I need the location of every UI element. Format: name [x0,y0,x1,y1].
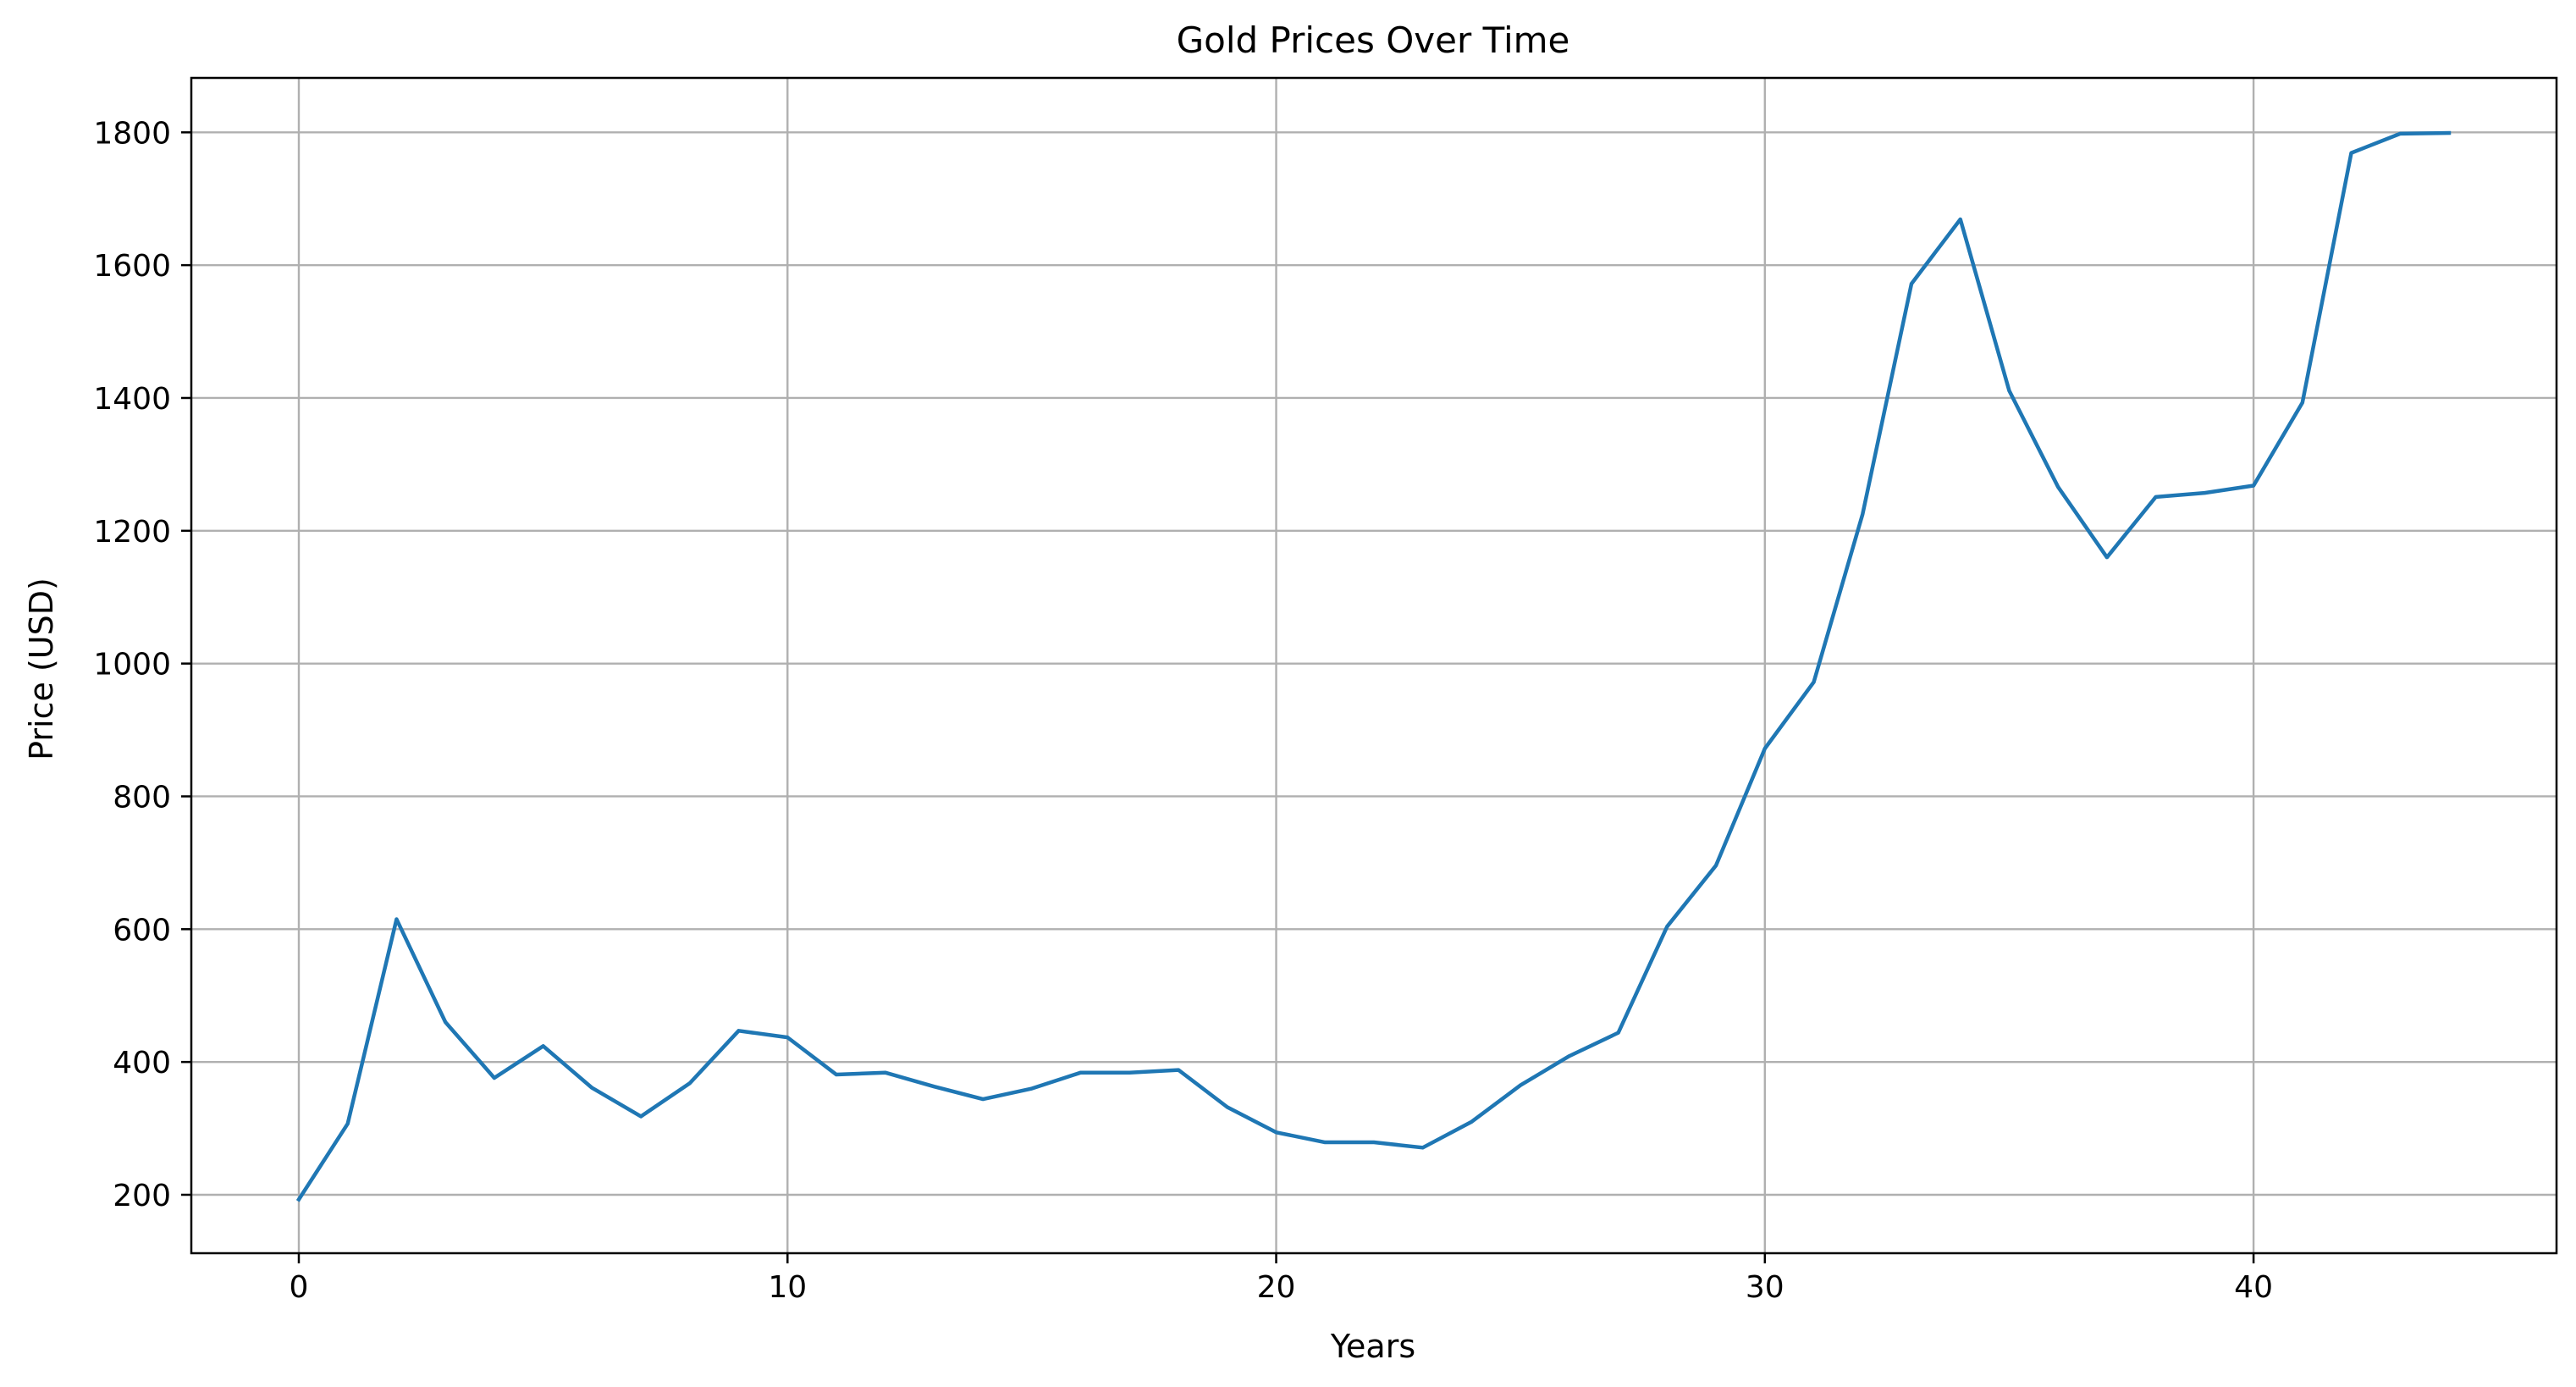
line-layer [295,130,2452,1202]
x-tick-label-40: 40 [2234,1270,2273,1305]
y-tick-label-1200: 1200 [93,515,171,550]
y-tick-label-800: 800 [113,780,171,815]
x-tick-label-20: 20 [1257,1270,1296,1305]
y-tick-label-600: 600 [113,913,171,948]
y-tick-label-1400: 1400 [93,382,171,417]
x-tick-label-0: 0 [290,1270,309,1305]
frame-layer [190,76,2558,1255]
y-tick-label-1600: 1600 [93,249,171,284]
series-line-0 [295,130,2452,1202]
x-tick-label-10: 10 [768,1270,807,1305]
plot-frame [190,76,2558,1255]
y-tick-label-1800: 1800 [93,116,171,151]
y-axis-label: Price (USD) [23,577,60,760]
y-tick-label-200: 200 [113,1179,171,1213]
x-axis-label: Years [1330,1328,1415,1365]
chart-title: Gold Prices Over Time [1177,19,1570,61]
grid-layer [191,78,2557,1253]
tick-layer: 0 10 20 30 40 200 400 600 800 1000 1200 1400 1600 180… [93,116,2273,1305]
x-tick-label-30: 30 [1746,1270,1784,1305]
y-tick-label-400: 400 [113,1046,171,1080]
y-tick-label-1000: 1000 [93,648,171,682]
